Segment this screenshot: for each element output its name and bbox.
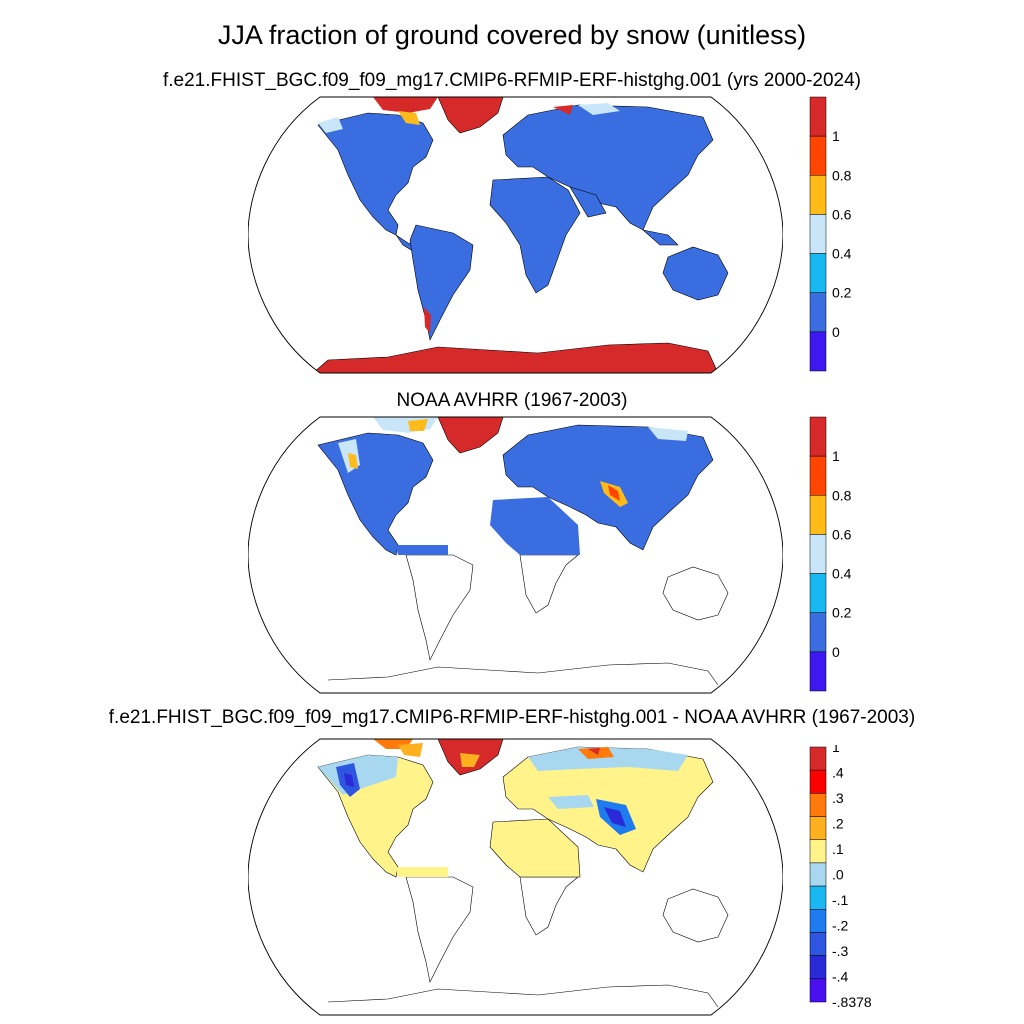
panel-2-map [248,416,783,694]
panel-1-colorbar: 1 0.8 0.6 0.4 0.2 0 [809,96,852,372]
colorbar-swatch [809,612,827,653]
north-america-land [317,112,434,236]
greenland-land [437,97,504,134]
colorbar-tick-label: .1 [832,841,844,857]
colorbar-swatch [809,955,827,980]
colorbar-tick-label: 0.2 [832,285,852,301]
colorbar-swatch [809,135,827,176]
colorbar-tick-label: 0.4 [832,246,852,262]
colorbar-tick-label: -.1 [832,892,849,908]
colorbar-tick-label: .2 [832,816,844,832]
panel-1-title: f.e21.FHIST_BGC.f09_f09_mg17.CMIP6-RFMIP… [162,70,861,91]
colorbar-swatch [809,862,827,887]
colorbar-swatch [809,455,827,496]
colorbar-swatch [809,175,827,215]
colorbar-tick-label: 0.8 [832,487,852,503]
colorbar-swatch [809,292,827,333]
colorbar-swatch [809,793,827,817]
colorbar-tick-label: 1 [832,448,840,464]
colorbar-swatch [809,573,827,613]
panel-2-colorbar: 1 0.8 0.6 0.4 0.2 0 [809,416,852,692]
colorbar-swatch [809,909,827,933]
colorbar-tick-label: 0 [832,644,840,660]
australia-land [662,246,729,301]
panel-1-map [248,96,783,374]
colorbar-tick-label: 0.2 [832,605,852,621]
colorbar-swatch [809,746,827,771]
colorbar-tick-label: -.8378 [832,994,872,1009]
colorbar-swatch [809,253,827,293]
colorbar-swatch [809,885,827,910]
colorbar-tick-label: -.4 [832,969,849,985]
colorbar-swatch [809,932,827,956]
colorbar-tick-label: 0.6 [832,206,852,222]
antarctica-land [312,342,719,373]
colorbar-swatch [809,816,827,840]
colorbar-tick-label: 1 [832,128,840,144]
colorbar-swatch [809,416,827,457]
colorbar-tick-label: -.2 [832,918,849,934]
colorbar-swatch [809,96,827,137]
colorbar-tick-label: 0 [832,324,840,340]
africa-land [489,176,581,294]
colorbar-swatch [809,214,827,254]
figure-title: JJA fraction of ground covered by snow (… [217,20,807,50]
colorbar-swatch [809,331,827,372]
colorbar-swatch [809,978,827,1003]
colorbar-swatch [809,769,827,794]
colorbar-tick-label: .3 [832,790,844,806]
panel-3-title: f.e21.FHIST_BGC.f09_f09_mg17.CMIP6-RFMIP… [108,707,916,728]
colorbar-tick-label: 0.8 [832,167,852,183]
colorbar-tick-label: 1 [832,745,840,755]
colorbar-swatch [809,839,827,864]
colorbar-swatch [809,534,827,574]
panel-3-colorbar: 1 .4 .3 .2 .1 .0 -.1 -.2 -.3 -.4 -.8378 [809,745,872,1009]
colorbar-tick-label: .0 [832,867,844,883]
panel-3-map [248,738,783,1016]
panel-2-title: NOAA AVHRR (1967-2003) [396,390,628,411]
colorbar-tick-label: .4 [832,765,844,781]
south-america-land [409,224,474,341]
colorbar-tick-label: -.3 [832,943,849,959]
colorbar-tick-label: 0.6 [832,526,852,542]
colorbar-swatch [809,651,827,692]
colorbar-swatch [809,495,827,535]
colorbar-tick-label: 0.4 [832,566,852,582]
